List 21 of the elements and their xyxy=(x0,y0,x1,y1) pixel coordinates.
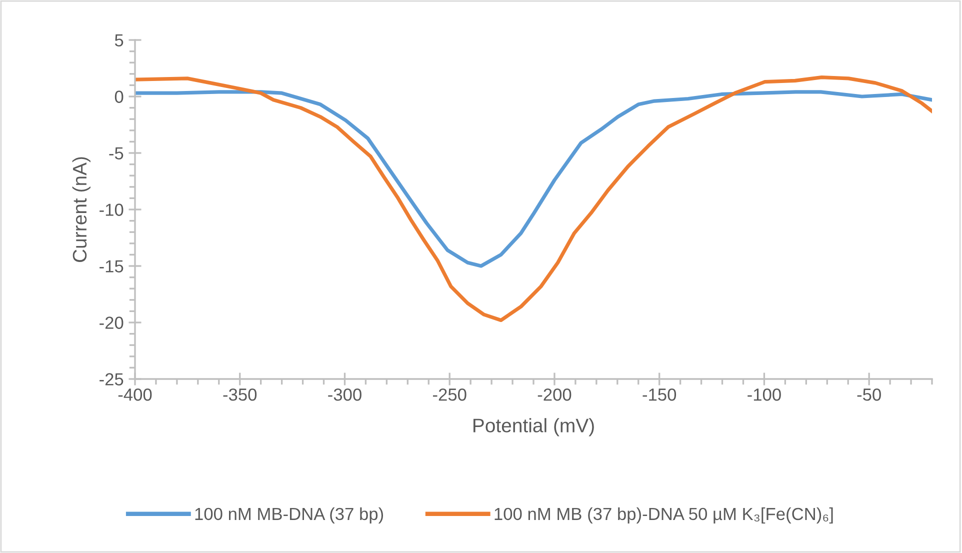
y-tick-label: 5 xyxy=(114,34,124,46)
x-tick-label: -50 xyxy=(857,388,881,401)
y-tick-label: -5 xyxy=(109,147,124,160)
y-tick-label: -15 xyxy=(100,260,124,272)
line-series xyxy=(135,75,932,322)
x-tick-label: -350 xyxy=(223,388,257,401)
x-tick-label: -400 xyxy=(118,388,152,401)
line-series xyxy=(135,90,932,268)
x-tick-label: -200 xyxy=(538,388,572,401)
y-tick-label: -10 xyxy=(100,204,124,216)
y-tick-label: -20 xyxy=(100,316,124,329)
legend-label: 100 nM MB (37 bp)-DNA 50 µM K₃[Fe(CN)₆] xyxy=(494,507,833,524)
y-axis-title: Current (nA) xyxy=(72,157,90,262)
x-tick-label: -300 xyxy=(328,388,362,401)
x-tick-label: -250 xyxy=(433,388,466,401)
x-axis-title: Potential (mV) xyxy=(474,418,594,436)
x-tick-label: -150 xyxy=(642,388,676,401)
y-tick-label: -25 xyxy=(100,373,124,386)
x-tick-label: -100 xyxy=(748,388,781,401)
y-tick-label: 0 xyxy=(114,90,124,103)
legend-label: 100 nM MB-DNA (37 bp) xyxy=(195,507,384,524)
